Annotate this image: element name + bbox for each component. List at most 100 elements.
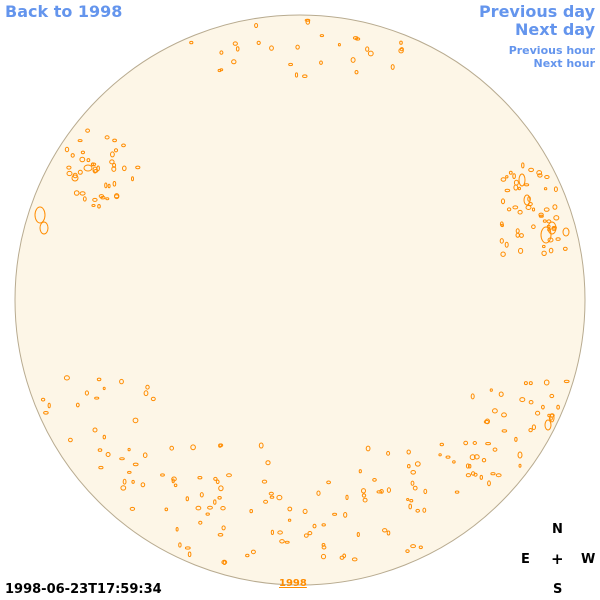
contour-mark bbox=[562, 246, 568, 251]
contour-mark bbox=[410, 544, 417, 549]
contour-mark bbox=[465, 463, 470, 469]
contour-mark bbox=[351, 557, 358, 562]
contour-mark bbox=[269, 45, 274, 51]
contour-mark bbox=[217, 496, 222, 500]
previous-hour-link[interactable]: Previous hour bbox=[508, 44, 595, 57]
contour-mark bbox=[547, 237, 554, 243]
contour-mark bbox=[500, 177, 507, 182]
contour-mark bbox=[207, 505, 213, 510]
contour-mark bbox=[120, 485, 127, 491]
contour-mark bbox=[332, 512, 338, 516]
contour-mark bbox=[75, 402, 80, 408]
contour-mark bbox=[96, 165, 100, 172]
contour-mark bbox=[527, 196, 531, 202]
contour-mark bbox=[549, 393, 555, 399]
contour-mark bbox=[109, 159, 115, 165]
contour-mark bbox=[469, 454, 476, 461]
year-link[interactable]: 1998 bbox=[279, 578, 307, 589]
contour-mark bbox=[504, 241, 509, 248]
contour-mark bbox=[218, 485, 224, 492]
contour-mark bbox=[205, 512, 210, 516]
contour-mark bbox=[544, 419, 552, 431]
contour-mark bbox=[495, 473, 502, 478]
contour-mark bbox=[190, 444, 196, 451]
contour-mark bbox=[140, 482, 146, 488]
compass-center-icon: + bbox=[551, 550, 564, 568]
contour-mark bbox=[77, 139, 83, 143]
contour-mark bbox=[438, 453, 442, 457]
contour-mark bbox=[245, 553, 250, 558]
contour-mark bbox=[110, 151, 115, 158]
contour-mark bbox=[86, 158, 91, 163]
contour-mark bbox=[277, 530, 283, 535]
contour-mark bbox=[326, 480, 332, 485]
contour-mark bbox=[439, 442, 444, 447]
contour-mark bbox=[43, 411, 49, 415]
contour-mark bbox=[304, 18, 311, 22]
contour-mark bbox=[540, 226, 552, 244]
contour-mark bbox=[279, 539, 285, 544]
contour-mark bbox=[265, 460, 271, 466]
contour-mark bbox=[551, 225, 557, 230]
contour-mark bbox=[213, 476, 218, 481]
compass-north-label: N bbox=[552, 522, 563, 537]
contour-mark bbox=[553, 186, 558, 192]
contour-mark bbox=[386, 451, 391, 456]
contour-mark bbox=[250, 549, 256, 555]
contour-mark bbox=[356, 532, 360, 537]
contour-mark bbox=[84, 390, 90, 396]
contour-mark bbox=[184, 546, 191, 550]
contour-mark bbox=[316, 490, 321, 496]
contour-mark bbox=[284, 540, 290, 544]
contour-mark bbox=[398, 48, 404, 54]
contour-mark bbox=[219, 50, 224, 55]
contour-mark bbox=[361, 488, 366, 494]
back-to-year-link[interactable]: Back to 1998 bbox=[5, 2, 123, 21]
contour-mark bbox=[226, 473, 232, 478]
contour-mark bbox=[145, 384, 150, 390]
contour-mark bbox=[463, 440, 469, 446]
contour-mark bbox=[523, 381, 528, 386]
contour-mark bbox=[85, 128, 90, 133]
contour-mark bbox=[406, 498, 410, 501]
contour-mark bbox=[218, 443, 224, 448]
contour-mark bbox=[365, 46, 370, 52]
contour-mark bbox=[355, 37, 361, 41]
contour-mark bbox=[410, 480, 415, 486]
contour-mark bbox=[107, 183, 111, 189]
contour-mark bbox=[405, 549, 410, 553]
contour-mark bbox=[562, 227, 570, 237]
contour-mark bbox=[105, 197, 110, 201]
contour-mark bbox=[492, 447, 498, 452]
contour-mark bbox=[528, 428, 533, 433]
contour-mark bbox=[531, 207, 536, 212]
contour-mark bbox=[80, 150, 86, 155]
previous-day-link[interactable]: Previous day bbox=[478, 2, 595, 21]
contour-mark bbox=[546, 224, 551, 229]
contour-mark bbox=[546, 219, 552, 224]
contour-mark bbox=[553, 215, 560, 221]
contour-mark bbox=[536, 170, 543, 176]
contour-mark bbox=[47, 402, 51, 409]
contour-mark bbox=[235, 46, 240, 52]
next-day-link[interactable]: Next day bbox=[515, 20, 595, 39]
contour-mark bbox=[337, 43, 341, 47]
contour-mark bbox=[111, 166, 117, 172]
compass-west-label: W bbox=[581, 552, 596, 567]
contour-mark bbox=[531, 224, 536, 229]
contour-mark bbox=[454, 490, 460, 494]
contour-mark bbox=[249, 509, 253, 514]
contour-mark bbox=[164, 507, 169, 512]
contour-mark bbox=[512, 205, 519, 210]
contour-mark bbox=[263, 499, 269, 504]
contour-mark bbox=[412, 485, 418, 491]
next-hour-link[interactable]: Next hour bbox=[533, 57, 596, 70]
contour-mark bbox=[528, 400, 534, 405]
contour-mark bbox=[303, 533, 309, 538]
contour-mark bbox=[487, 480, 491, 487]
contour-mark bbox=[492, 408, 498, 414]
contour-mark bbox=[217, 533, 224, 537]
contour-mark bbox=[537, 173, 543, 178]
contour-mark bbox=[169, 445, 174, 451]
contour-mark bbox=[112, 181, 117, 187]
